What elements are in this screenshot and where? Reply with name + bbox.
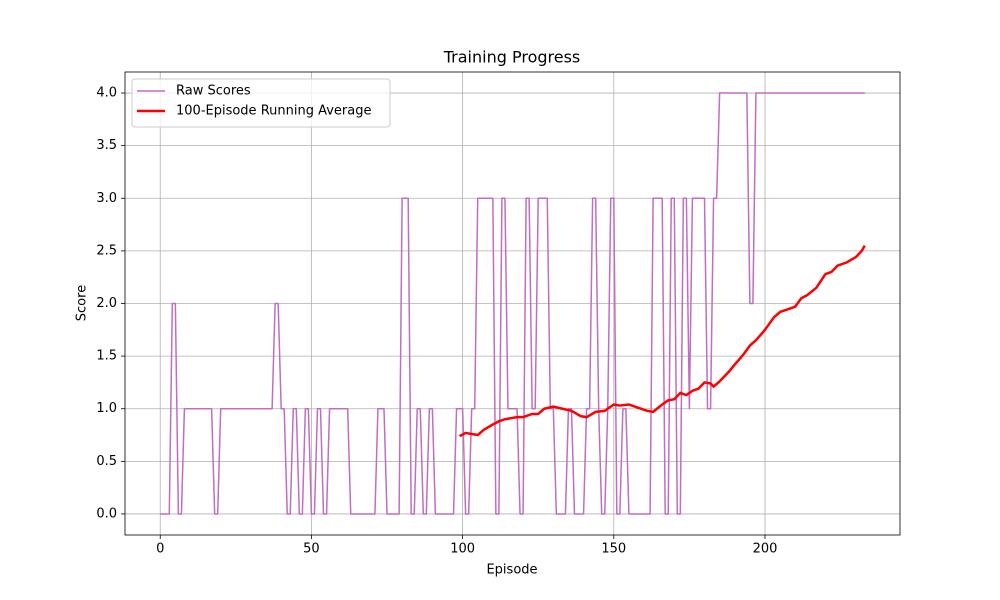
- y-tick-label: 0.0: [96, 506, 117, 521]
- x-tick-label: 150: [601, 542, 626, 557]
- y-tick-label: 3.5: [96, 138, 117, 153]
- data-line: [459, 245, 866, 438]
- legend-box: [131, 78, 391, 128]
- x-tick-label: 50: [303, 542, 320, 557]
- y-tick-label: 1.5: [96, 349, 117, 364]
- y-tick-label: 3.0: [96, 191, 117, 206]
- x-axis-label: Episode: [486, 563, 537, 578]
- x-tick-label: 100: [450, 542, 475, 557]
- legend-label: Raw Scores: [176, 84, 251, 99]
- x-tick-label: 200: [753, 542, 778, 557]
- chart-title: Training Progress: [443, 48, 581, 67]
- data-line: [160, 92, 865, 515]
- y-axis-label: Score: [75, 285, 90, 321]
- legend-label: 100-Episode Running Average: [176, 104, 371, 119]
- x-tick-label: 0: [156, 542, 164, 557]
- y-tick-label: 0.5: [96, 454, 117, 469]
- y-tick-label: 2.5: [96, 243, 117, 258]
- legend: Raw Scores 100-Episode Running Average: [131, 78, 391, 128]
- y-tick-label: 4.0: [96, 86, 117, 101]
- y-tick-label: 1.0: [96, 401, 117, 416]
- plot-frame: [124, 71, 901, 536]
- y-tick-label: 2.0: [96, 296, 117, 311]
